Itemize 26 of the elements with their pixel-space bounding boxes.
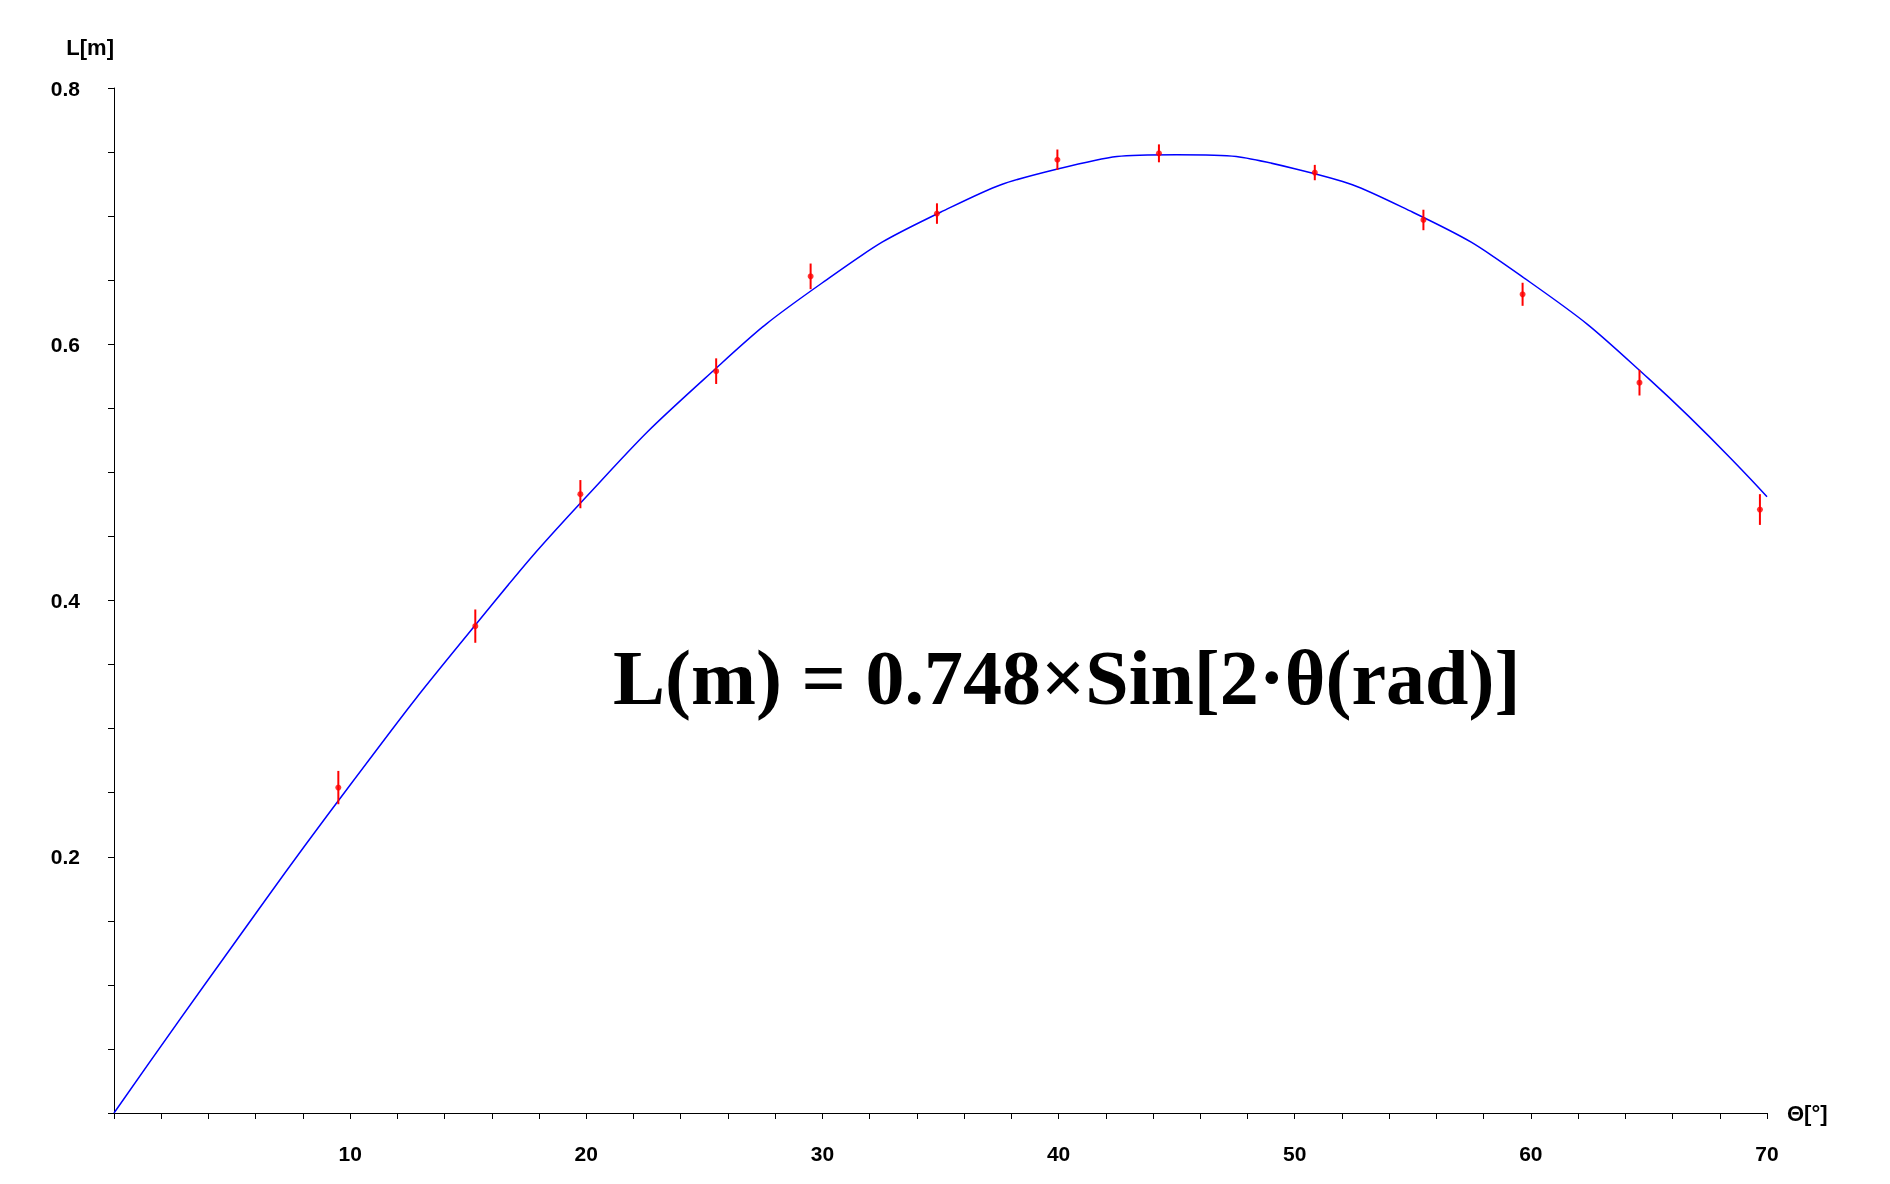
- point: [713, 368, 720, 375]
- point: [807, 273, 814, 280]
- annotation: L(m) = 0.748×Sin[2·θ(rad)]: [613, 633, 1521, 721]
- y-tick-label: 0.2: [50, 845, 80, 869]
- y-tick-label: 0.8: [50, 76, 81, 100]
- x-axis-title: Θ[°]: [1787, 1100, 1828, 1126]
- x-tick-label: 10: [338, 1142, 362, 1165]
- x-tick-label: 70: [1755, 1142, 1779, 1165]
- x-tick-label: 20: [574, 1142, 598, 1165]
- x-tick-label: 50: [1283, 1142, 1307, 1165]
- point: [472, 623, 479, 630]
- x-tick-label: 40: [1046, 1142, 1071, 1165]
- y-tick-label: 0.4: [50, 589, 81, 612]
- point: [1054, 156, 1061, 163]
- point: [1756, 506, 1763, 513]
- point: [335, 784, 342, 791]
- point: [1155, 150, 1162, 157]
- point: [1519, 291, 1526, 298]
- x-tick-label: 60: [1519, 1142, 1543, 1165]
- y-axis-title: L[m]: [66, 34, 114, 60]
- point: [933, 210, 940, 217]
- point: [1311, 169, 1318, 176]
- y-tick-label: 0.6: [50, 332, 80, 356]
- point: [577, 491, 584, 498]
- point: [1420, 216, 1427, 223]
- x-tick-label: 30: [810, 1142, 835, 1165]
